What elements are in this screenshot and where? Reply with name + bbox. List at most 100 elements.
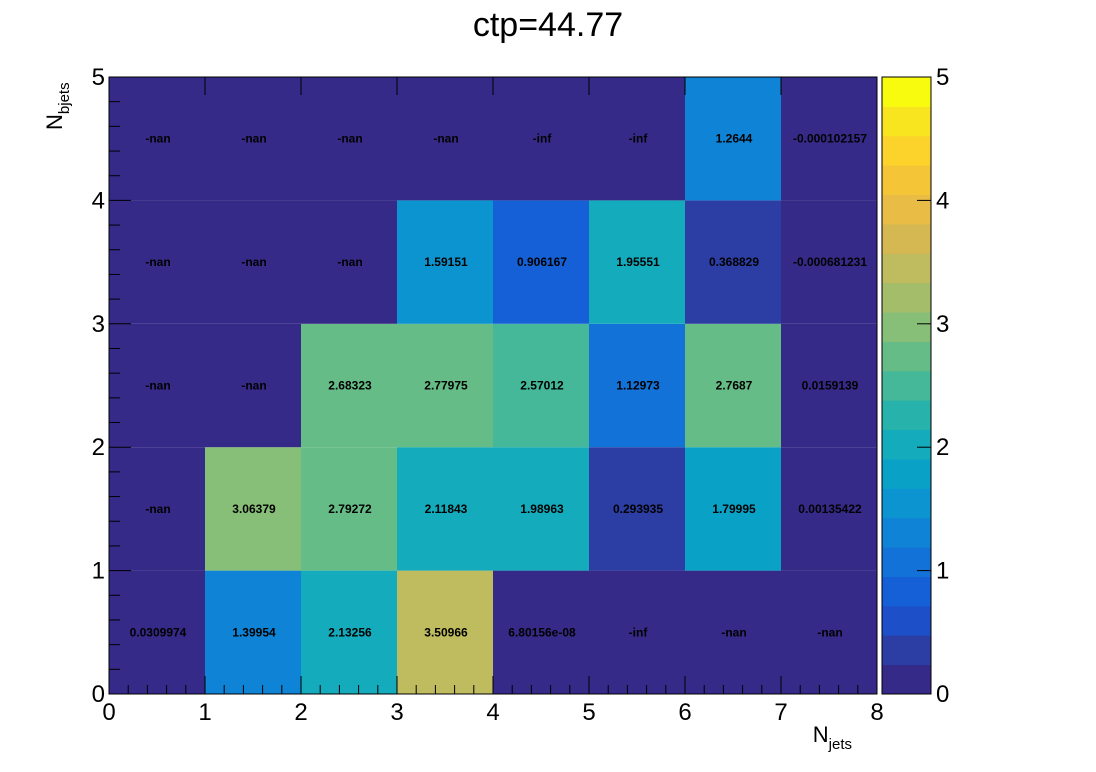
- heatmap-cell: [781, 323, 877, 448]
- y-axis-label: Nbjets: [42, 82, 73, 130]
- color-scale-segment: [882, 370, 931, 401]
- cell-value-label: -nan: [817, 625, 842, 639]
- cell-value-label: 0.00135422: [798, 502, 862, 516]
- cell-value-label: 2.13256: [328, 625, 372, 639]
- y-axis-label-main: N: [42, 114, 67, 130]
- color-scale-segment: [882, 77, 931, 107]
- x-tick-label: 6: [678, 699, 691, 726]
- cell-value-label: 1.39954: [232, 625, 276, 639]
- y-tick-label: 0: [92, 681, 105, 708]
- cell-value-label: 2.7687: [716, 379, 753, 393]
- color-scale-segment: [882, 576, 931, 607]
- heatmap-cell: [685, 323, 781, 448]
- heatmap-cell: [109, 323, 205, 448]
- heatmap-cell: [781, 447, 877, 571]
- cell-value-label: -0.000681231: [793, 255, 867, 269]
- color-scale-segment: [882, 429, 931, 460]
- cell-value-label: 2.68323: [328, 379, 372, 393]
- color-scale-tick-label: 1: [936, 558, 949, 585]
- heatmap-cell: [589, 447, 685, 571]
- cell-value-label: 1.2644: [716, 132, 753, 146]
- cell-value-label: 1.12973: [616, 379, 660, 393]
- heatmap-cell: [781, 200, 877, 324]
- cell-value-label: 3.06379: [232, 502, 276, 516]
- heatmap-cell: [205, 77, 301, 201]
- heatmap-cell: [301, 323, 397, 448]
- color-scale-segment: [882, 165, 931, 196]
- color-scale-segment: [882, 635, 931, 666]
- heatmap-cell: [685, 570, 781, 694]
- y-tick-label: 5: [92, 64, 105, 91]
- heatmap-cell: [301, 447, 397, 571]
- cell-value-label: 0.293935: [613, 502, 663, 516]
- color-scale-segment: [882, 517, 931, 548]
- cell-value-label: 1.98963: [520, 502, 564, 516]
- chart-title: ctp=44.77: [473, 6, 623, 44]
- y-tick-label: 2: [92, 434, 105, 461]
- color-scale-segment: [882, 253, 931, 284]
- cell-value-label: -inf: [629, 625, 649, 639]
- cell-value-label: -nan: [241, 255, 266, 269]
- cell-value-label: -inf: [533, 132, 553, 146]
- cell-value-label: -nan: [145, 255, 170, 269]
- color-scale-segment: [882, 282, 931, 313]
- color-scale-segment: [882, 223, 931, 254]
- color-scale-tick-label: 5: [936, 64, 949, 91]
- x-axis: 0 1 2 3 4 5 6 7 8: [102, 77, 884, 726]
- heatmap-cell: [109, 77, 205, 201]
- y-tick-label: 3: [92, 311, 105, 338]
- color-scale-segment: [882, 605, 931, 636]
- heatmap-cell: [685, 77, 781, 201]
- cell-value-label: 3.50966: [424, 625, 468, 639]
- heatmap-cell: [685, 200, 781, 324]
- heatmap-cell: [109, 570, 205, 694]
- cell-value-label: 1.59151: [424, 255, 468, 269]
- color-scale-segment: [882, 547, 931, 577]
- cell-value-label: 0.0159139: [802, 379, 859, 393]
- heatmap-cell: [589, 323, 685, 448]
- cell-value-label: 0.906167: [517, 255, 567, 269]
- cell-value-label: -nan: [145, 132, 170, 146]
- y-tick-label: 1: [92, 558, 105, 585]
- color-scale-segment: [882, 194, 931, 225]
- heatmap-cell: [493, 200, 589, 324]
- cell-value-label: 0.368829: [709, 255, 759, 269]
- y-axis-label-sub: bjets: [56, 82, 73, 114]
- heatmap-cell: [109, 447, 205, 571]
- heatmap-cell: [205, 570, 301, 694]
- heatmap-cell: [205, 200, 301, 324]
- heatmap-cell: [109, 200, 205, 324]
- cell-value-label: 2.57012: [520, 379, 564, 393]
- color-scale-segment: [882, 458, 931, 489]
- heatmap-cell: [493, 77, 589, 201]
- x-tick-label: 0: [102, 699, 115, 726]
- heatmap-cell: [685, 447, 781, 571]
- x-tick-label: 2: [294, 699, 307, 726]
- color-scale-tick-label: 0: [936, 681, 949, 708]
- heatmap-cell: [589, 570, 685, 694]
- color-scale-segment: [882, 135, 931, 166]
- cell-value-label: 0.0309974: [130, 625, 187, 639]
- y-axis: 0 1 2 3 4 5: [92, 64, 131, 708]
- color-scale-tick-label: 4: [936, 187, 949, 214]
- x-tick-label: 3: [390, 699, 403, 726]
- heatmap-cell: [493, 323, 589, 448]
- cell-value-label: -nan: [721, 625, 746, 639]
- heatmap-cell: [301, 77, 397, 201]
- y-tick-label: 4: [92, 187, 105, 214]
- heatmap-cell: [493, 570, 589, 694]
- heatmap-cell-labels: 0.0309974 1.39954 2.13256 3.50966 6.80156e-0…: [130, 132, 868, 640]
- x-tick-label: 5: [582, 699, 595, 726]
- heatmap-cell: [781, 570, 877, 694]
- heatmap-cell: [589, 77, 685, 201]
- color-scale-segment: [882, 488, 931, 519]
- x-axis-label-main: N: [813, 722, 829, 747]
- cell-value-label: -nan: [241, 379, 266, 393]
- color-scale-bar: 0 1 2 3 4 5: [881, 64, 949, 708]
- cell-value-label: -nan: [145, 379, 170, 393]
- cell-value-label: -0.000102157: [793, 132, 867, 146]
- cell-value-label: 2.79272: [328, 502, 372, 516]
- x-tick-label: 4: [486, 699, 499, 726]
- x-tick-label: 7: [774, 699, 787, 726]
